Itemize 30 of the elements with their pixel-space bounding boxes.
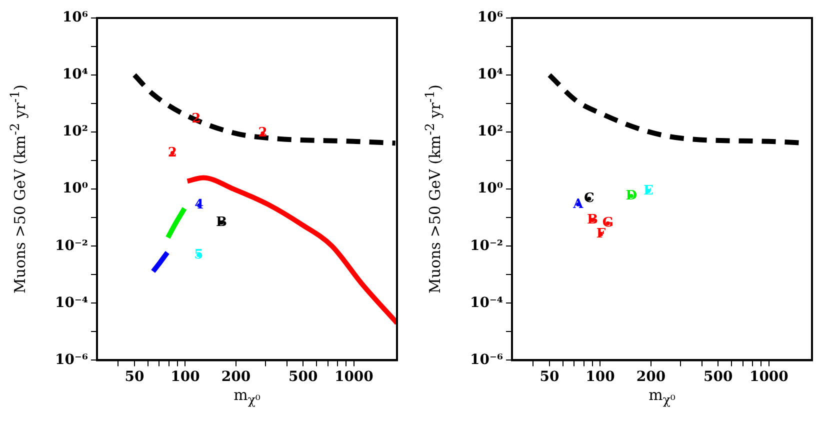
y-tick-label: 10⁻⁶ <box>54 352 88 368</box>
series-label: D <box>626 188 638 204</box>
x-tick-label: 50 <box>124 369 144 386</box>
x-tick-label: 100 <box>170 369 200 386</box>
x-tick-label: 50 <box>540 369 560 386</box>
x-tick-label: 200 <box>221 369 251 386</box>
x-axis-title: m$_{χ⁰}$ <box>648 386 676 408</box>
x-tick-label: 500 <box>704 369 734 386</box>
y-tick-label: 10² <box>62 124 88 140</box>
y-tick-label: 10⁴ <box>62 66 88 83</box>
y-tick-label: 10⁻⁴ <box>470 294 504 311</box>
y-tick-label: 10⁶ <box>477 10 504 26</box>
y-tick-label: 10⁰ <box>62 180 88 197</box>
series-label: B <box>216 214 227 230</box>
y-tick-label: 10⁻⁶ <box>470 352 504 368</box>
y-tick-label: 10² <box>477 124 504 140</box>
x-tick-label: 200 <box>636 369 666 386</box>
x-tick-label: 1000 <box>334 369 374 386</box>
y-tick-label: 10⁻⁴ <box>54 294 88 311</box>
y-tick-label: 10⁰ <box>477 180 504 197</box>
series-label: C <box>584 191 594 206</box>
x-axis-title: m$_{χ⁰}$ <box>232 386 262 408</box>
x-tick-label: 500 <box>288 369 318 386</box>
series-label: B <box>587 212 598 228</box>
y-tick-label: 10⁻² <box>470 238 504 254</box>
y-tick-label: 10⁻² <box>54 238 88 254</box>
y-tick-label: 10⁴ <box>477 66 504 83</box>
x-tick-label: 100 <box>586 369 616 386</box>
y-tick-label: 10⁶ <box>62 10 88 26</box>
x-tick-label: 1000 <box>749 369 789 386</box>
